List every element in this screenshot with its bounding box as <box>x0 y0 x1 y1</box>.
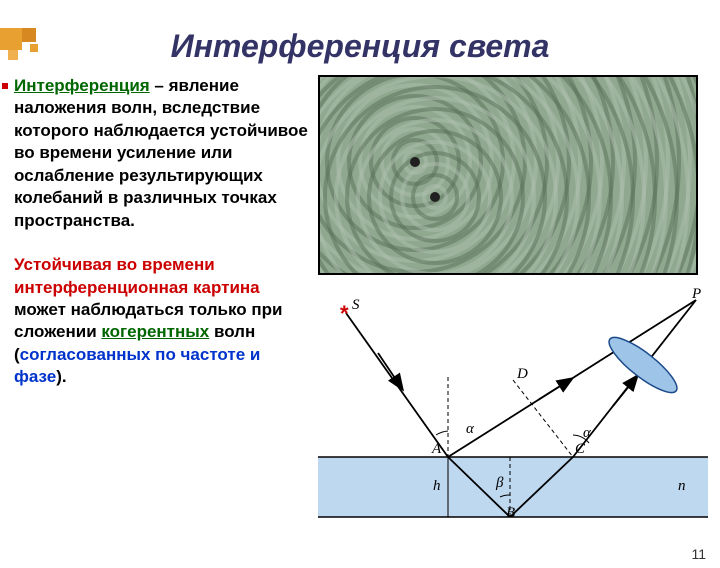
page-number: 11 <box>691 546 706 562</box>
content-area: Интерференция – явление наложения волн, … <box>0 75 720 525</box>
term-interference: Интерференция <box>14 76 150 95</box>
bullet-icon <box>2 83 8 89</box>
svg-text:h: h <box>433 478 441 494</box>
definition-text: – явление наложения волн, вследствие кот… <box>14 76 308 230</box>
svg-text:*: * <box>340 301 349 326</box>
page-title: Интерференция света <box>0 28 720 65</box>
right-column: *S A B C D Pα α β h n <box>318 75 708 525</box>
text-part6: ). <box>56 367 66 386</box>
corner-decoration <box>0 28 60 78</box>
svg-text:C: C <box>575 441 586 457</box>
svg-text:n: n <box>678 478 686 494</box>
ray-diagram: *S A B C D Pα α β h n <box>318 285 708 525</box>
stable-pattern-text: Устойчивая во времени интерференционная … <box>14 255 260 296</box>
svg-text:D: D <box>516 366 528 382</box>
freq-phase-text: согласованных по частоте и фазе <box>14 345 260 386</box>
left-column: Интерференция – явление наложения волн, … <box>0 75 310 525</box>
svg-text:α: α <box>466 421 475 437</box>
svg-text:A: A <box>431 441 442 457</box>
wave-interference-image <box>318 75 698 275</box>
definition-paragraph: Интерференция – явление наложения волн, … <box>14 75 310 232</box>
svg-text:P: P <box>691 286 701 302</box>
svg-text:α: α <box>583 425 592 441</box>
svg-text:B: B <box>506 505 515 521</box>
coherence-paragraph: Устойчивая во времени интерференционная … <box>14 254 310 389</box>
term-coherent: когерентных <box>101 322 209 341</box>
svg-text:β: β <box>495 475 504 491</box>
svg-text:S: S <box>352 297 360 313</box>
